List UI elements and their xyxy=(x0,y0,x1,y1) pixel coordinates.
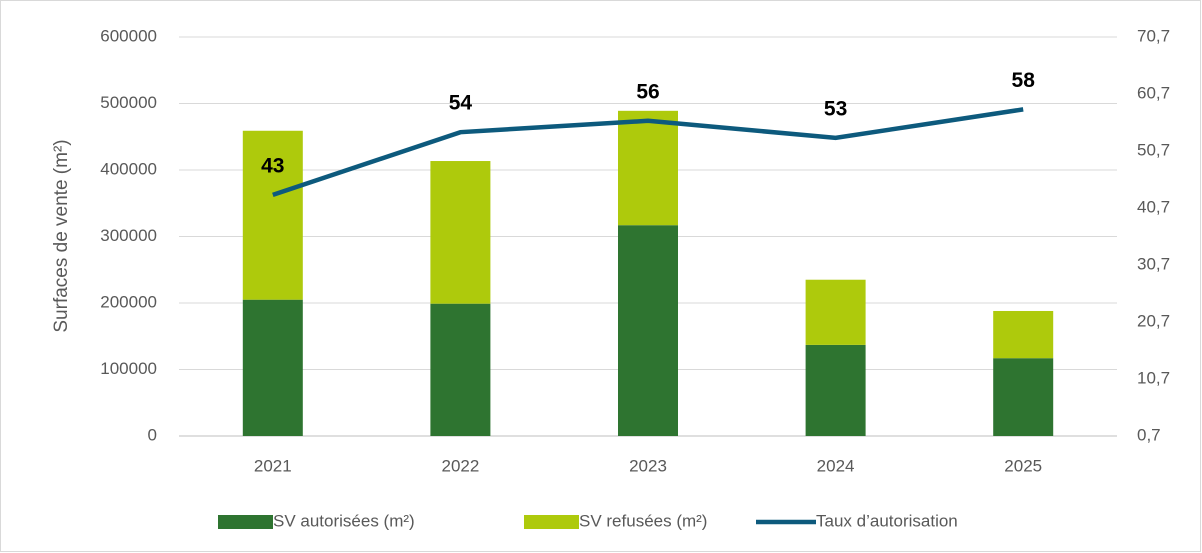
legend-marker xyxy=(524,515,579,529)
y2-tick-label: 10,7 xyxy=(1137,368,1170,387)
y2-tick-label: 50,7 xyxy=(1137,140,1170,159)
legend-label: Taux d’autorisation xyxy=(816,511,958,530)
data-label: 53 xyxy=(824,97,847,120)
y2-tick-label: 20,7 xyxy=(1137,311,1170,330)
y-tick-label: 400000 xyxy=(100,159,157,178)
bar xyxy=(993,358,1054,436)
data-label: 56 xyxy=(636,80,659,103)
x-tick-label: 2023 xyxy=(629,456,667,475)
bar xyxy=(242,130,303,300)
bar xyxy=(242,299,303,436)
data-label: 43 xyxy=(261,154,284,177)
data-label: 54 xyxy=(449,92,473,115)
y-tick-label: 0 xyxy=(148,425,157,444)
y2-tick-label: 60,7 xyxy=(1137,83,1170,102)
line xyxy=(272,107,1024,198)
y2-tick-label: 70,7 xyxy=(1137,26,1170,45)
y2-tick-label: 40,7 xyxy=(1137,197,1170,216)
y2-tick-label: 30,7 xyxy=(1137,254,1170,273)
bar xyxy=(430,161,491,304)
data-label: 58 xyxy=(1012,69,1036,92)
bar xyxy=(430,303,491,436)
legend-label: SV autorisées (m²) xyxy=(273,511,415,530)
x-tick-label: 2025 xyxy=(1004,456,1042,475)
y-axis-title: Surfaces de vente (m²) xyxy=(51,139,72,332)
bar xyxy=(805,279,866,345)
bar xyxy=(805,344,866,436)
x-tick-label: 2021 xyxy=(254,456,292,475)
y-tick-label: 200000 xyxy=(100,292,157,311)
bar xyxy=(618,225,678,436)
y-tick-label: 100000 xyxy=(100,359,157,378)
legend-label: SV refusées (m²) xyxy=(579,511,707,530)
y-tick-label: 500000 xyxy=(100,93,157,112)
y2-tick-label: 0,7 xyxy=(1137,425,1161,444)
bar xyxy=(993,310,1054,359)
y-tick-label: 300000 xyxy=(100,226,157,245)
x-tick-label: 2022 xyxy=(441,456,479,475)
legend-marker xyxy=(218,515,273,529)
bar xyxy=(618,110,678,226)
y-tick-label: 600000 xyxy=(100,26,157,45)
x-tick-label: 2024 xyxy=(817,456,855,475)
